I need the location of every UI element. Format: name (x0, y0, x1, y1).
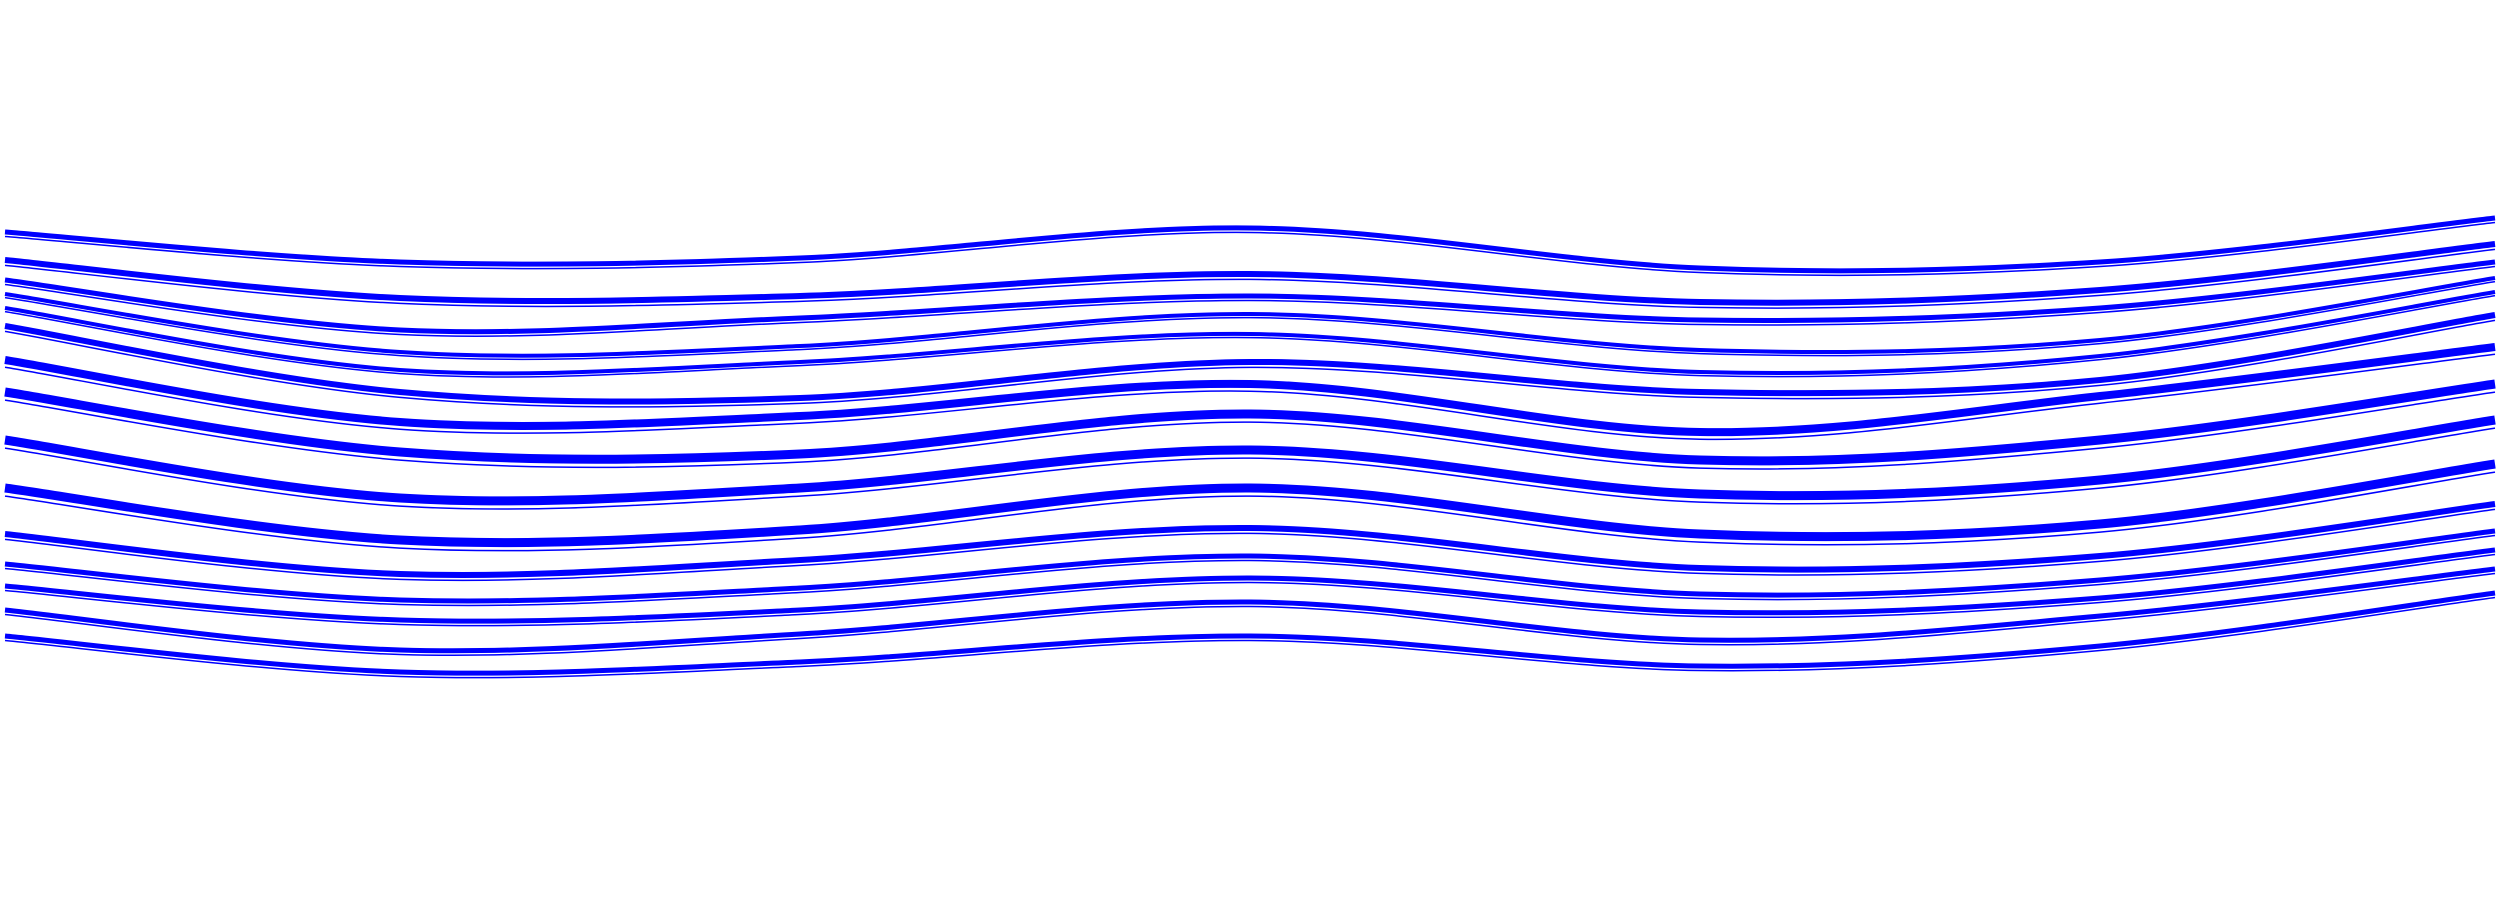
wave-line-7 (4, 343, 2496, 437)
wave-line-14-edge (4, 572, 2496, 657)
wave-line-8 (4, 379, 2496, 466)
wave-line-3-edge (4, 265, 2496, 337)
wave-line-12 (4, 528, 2496, 604)
wave-line-11-edge (4, 508, 2496, 582)
wave-line-8-edge (4, 391, 2496, 470)
wave-group (4, 215, 2496, 679)
wave-line-1-edge (4, 221, 2496, 277)
wave-line-7-edge (4, 353, 2496, 441)
wave-line-3 (4, 259, 2496, 335)
wave-line-1 (4, 215, 2496, 274)
wave-line-9-edge (4, 427, 2496, 510)
wave-line-6-edge (4, 319, 2496, 408)
wave-line-14 (4, 566, 2496, 654)
wave-line-2-edge (4, 248, 2496, 309)
wave-line-12-edge (4, 534, 2496, 607)
wave-line-5 (4, 290, 2496, 376)
wave-line-11 (4, 501, 2496, 578)
wave-line-2 (4, 241, 2496, 306)
wave-line-10-edge (4, 471, 2496, 552)
wave-line-10 (4, 459, 2496, 548)
wave-line-15-edge (4, 596, 2496, 679)
wave-line-13 (4, 547, 2496, 624)
wave-line-15 (4, 590, 2496, 676)
wave-line-9 (4, 415, 2496, 506)
wave-line-4 (4, 276, 2496, 358)
wave-line-4-edge (4, 280, 2496, 361)
wave-line-5-edge (4, 294, 2496, 378)
wave-line-6 (4, 312, 2496, 405)
wave-line-13-edge (4, 553, 2496, 627)
